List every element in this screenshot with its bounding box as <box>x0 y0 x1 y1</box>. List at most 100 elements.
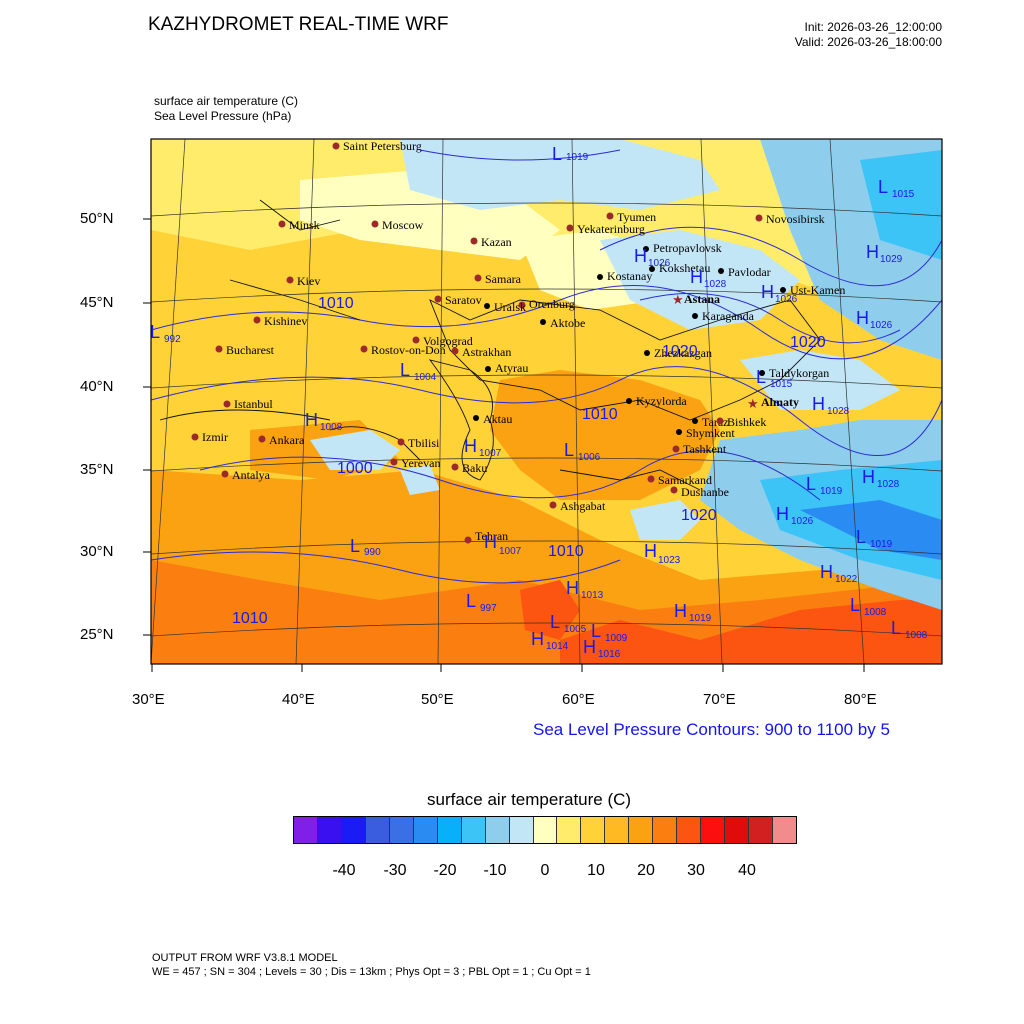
city-samarkand: Samarkand <box>647 473 712 487</box>
svg-text:997: 997 <box>480 603 497 614</box>
colorbar-tick: -40 <box>332 862 356 879</box>
colorbar-tick: -20 <box>433 862 457 879</box>
svg-text:1004: 1004 <box>414 372 437 383</box>
svg-text:Saratov: Saratov <box>445 293 482 307</box>
svg-text:H: H <box>856 308 869 328</box>
svg-text:L: L <box>856 527 866 547</box>
svg-text:1019: 1019 <box>820 486 843 497</box>
colorbar-swatch <box>605 817 630 843</box>
colorbar-swatch <box>533 817 558 843</box>
svg-text:L: L <box>400 360 410 380</box>
svg-text:Kyzylorda: Kyzylorda <box>636 394 687 408</box>
svg-text:H: H <box>644 541 657 561</box>
isobars <box>151 149 942 584</box>
svg-text:Dushanbe: Dushanbe <box>681 485 729 499</box>
colorbar <box>293 816 797 844</box>
city-shymkent: Shymkent <box>676 426 735 440</box>
colorbar-tick: 30 <box>687 862 705 879</box>
colorbar-swatch <box>773 817 797 843</box>
svg-text:Uralsk: Uralsk <box>494 300 526 314</box>
svg-text:Samarkand: Samarkand <box>658 473 712 487</box>
city-pavlodar: Pavlodar <box>718 265 771 279</box>
colorbar-swatch <box>485 817 510 843</box>
city-kazan: Kazan <box>470 235 512 249</box>
svg-text:L: L <box>564 440 574 460</box>
pressure-center: H 1019 <box>674 601 712 624</box>
pressure-center: H 1013 <box>566 578 604 601</box>
axis-ticks <box>143 218 865 672</box>
svg-text:1005: 1005 <box>564 624 587 635</box>
svg-text:1008: 1008 <box>905 630 928 641</box>
svg-text:Antalya: Antalya <box>232 468 271 482</box>
pressure-center: H 1026 <box>634 246 671 269</box>
svg-text:Almaty: Almaty <box>761 395 799 409</box>
pressure-center: H 1007 <box>464 436 502 459</box>
svg-text:Volgograd: Volgograd <box>423 334 473 348</box>
city-saint-petersburg: Saint Petersburg <box>332 139 422 153</box>
svg-text:1007: 1007 <box>499 546 522 557</box>
pressure-center: H 1007 <box>484 532 522 557</box>
svg-text:L: L <box>150 322 160 342</box>
svg-text:Taldykorgan: Taldykorgan <box>769 366 829 380</box>
city-minsk: Minsk <box>278 218 320 232</box>
slp-contour-note: Sea Level Pressure Contours: 900 to 1100… <box>533 720 890 739</box>
city-bucharest: Bucharest <box>215 343 275 357</box>
colorbar-swatch <box>365 817 390 843</box>
colorbar-tick: 20 <box>637 862 655 879</box>
svg-text:1008: 1008 <box>864 607 887 618</box>
svg-text:L: L <box>550 612 560 632</box>
svg-text:Kostanay: Kostanay <box>607 269 652 283</box>
isobar-label: 1010 <box>582 406 618 423</box>
svg-text:Aktau: Aktau <box>483 412 512 426</box>
svg-text:Kishinev: Kishinev <box>264 314 307 328</box>
colorbar-swatch <box>677 817 702 843</box>
svg-text:Tyumen: Tyumen <box>617 210 656 224</box>
city-ankara: Ankara <box>258 433 305 447</box>
svg-text:★: ★ <box>672 292 684 307</box>
svg-text:Moscow: Moscow <box>382 218 424 232</box>
city-tashkent: Tashkent <box>672 442 727 456</box>
svg-text:Saint Petersburg: Saint Petersburg <box>343 139 422 153</box>
svg-text:L: L <box>850 595 860 615</box>
pressure-center: L 1019 <box>552 144 589 164</box>
pressure-center: L 1008 <box>850 595 887 618</box>
svg-text:Shymkent: Shymkent <box>686 426 735 440</box>
svg-text:H: H <box>566 578 579 598</box>
svg-text:H: H <box>690 267 703 287</box>
lat-label: 50°N <box>80 210 114 227</box>
model-info-line2: WE = 457 ; SN = 304 ; Levels = 30 ; Dis … <box>152 966 591 978</box>
svg-text:1019: 1019 <box>566 152 589 163</box>
pressure-center: H 1008 <box>305 410 343 433</box>
colorbar-swatch <box>509 817 534 843</box>
city-orenburg: Orenburg <box>518 297 575 311</box>
colorbar-swatch <box>749 817 774 843</box>
svg-text:Bishkek: Bishkek <box>727 415 766 429</box>
svg-text:1028: 1028 <box>877 479 900 490</box>
city-zhezkazgan: Zhezkazgan <box>644 346 712 360</box>
svg-text:Tbilisi: Tbilisi <box>408 436 440 450</box>
svg-text:1026: 1026 <box>791 516 814 527</box>
city-astana: ★ Astana <box>672 292 720 307</box>
svg-text:Yerevan: Yerevan <box>401 456 440 470</box>
model-info: OUTPUT FROM WRF V3.8.1 MODEL WE = 457 ; … <box>152 951 591 979</box>
pressure-center: H 1026 <box>776 504 814 527</box>
svg-text:1028: 1028 <box>827 406 850 417</box>
run-times: Init: 2026-03-26_12:00:00 Valid: 2026-03… <box>795 20 942 50</box>
city-kokshetau: Kokshetau <box>649 261 710 275</box>
svg-text:L: L <box>466 591 476 611</box>
svg-text:1026: 1026 <box>775 294 798 305</box>
svg-text:1014: 1014 <box>546 641 569 652</box>
valid-time: Valid: 2026-03-26_18:00:00 <box>794 35 942 49</box>
svg-text:L: L <box>552 144 562 164</box>
svg-text:L: L <box>806 474 816 494</box>
svg-text:Tashkent: Tashkent <box>683 442 727 456</box>
svg-text:Pavlodar: Pavlodar <box>728 265 771 279</box>
svg-text:Samara: Samara <box>485 272 522 286</box>
pressure-center: L 1004 <box>400 360 437 383</box>
isobar-label: 1020 <box>790 334 826 351</box>
svg-text:1023: 1023 <box>658 555 681 566</box>
svg-text:1019: 1019 <box>870 539 893 550</box>
city-antalya: Antalya <box>221 468 271 482</box>
pressure-center: L 1008 <box>891 618 928 641</box>
svg-text:H: H <box>583 637 596 657</box>
